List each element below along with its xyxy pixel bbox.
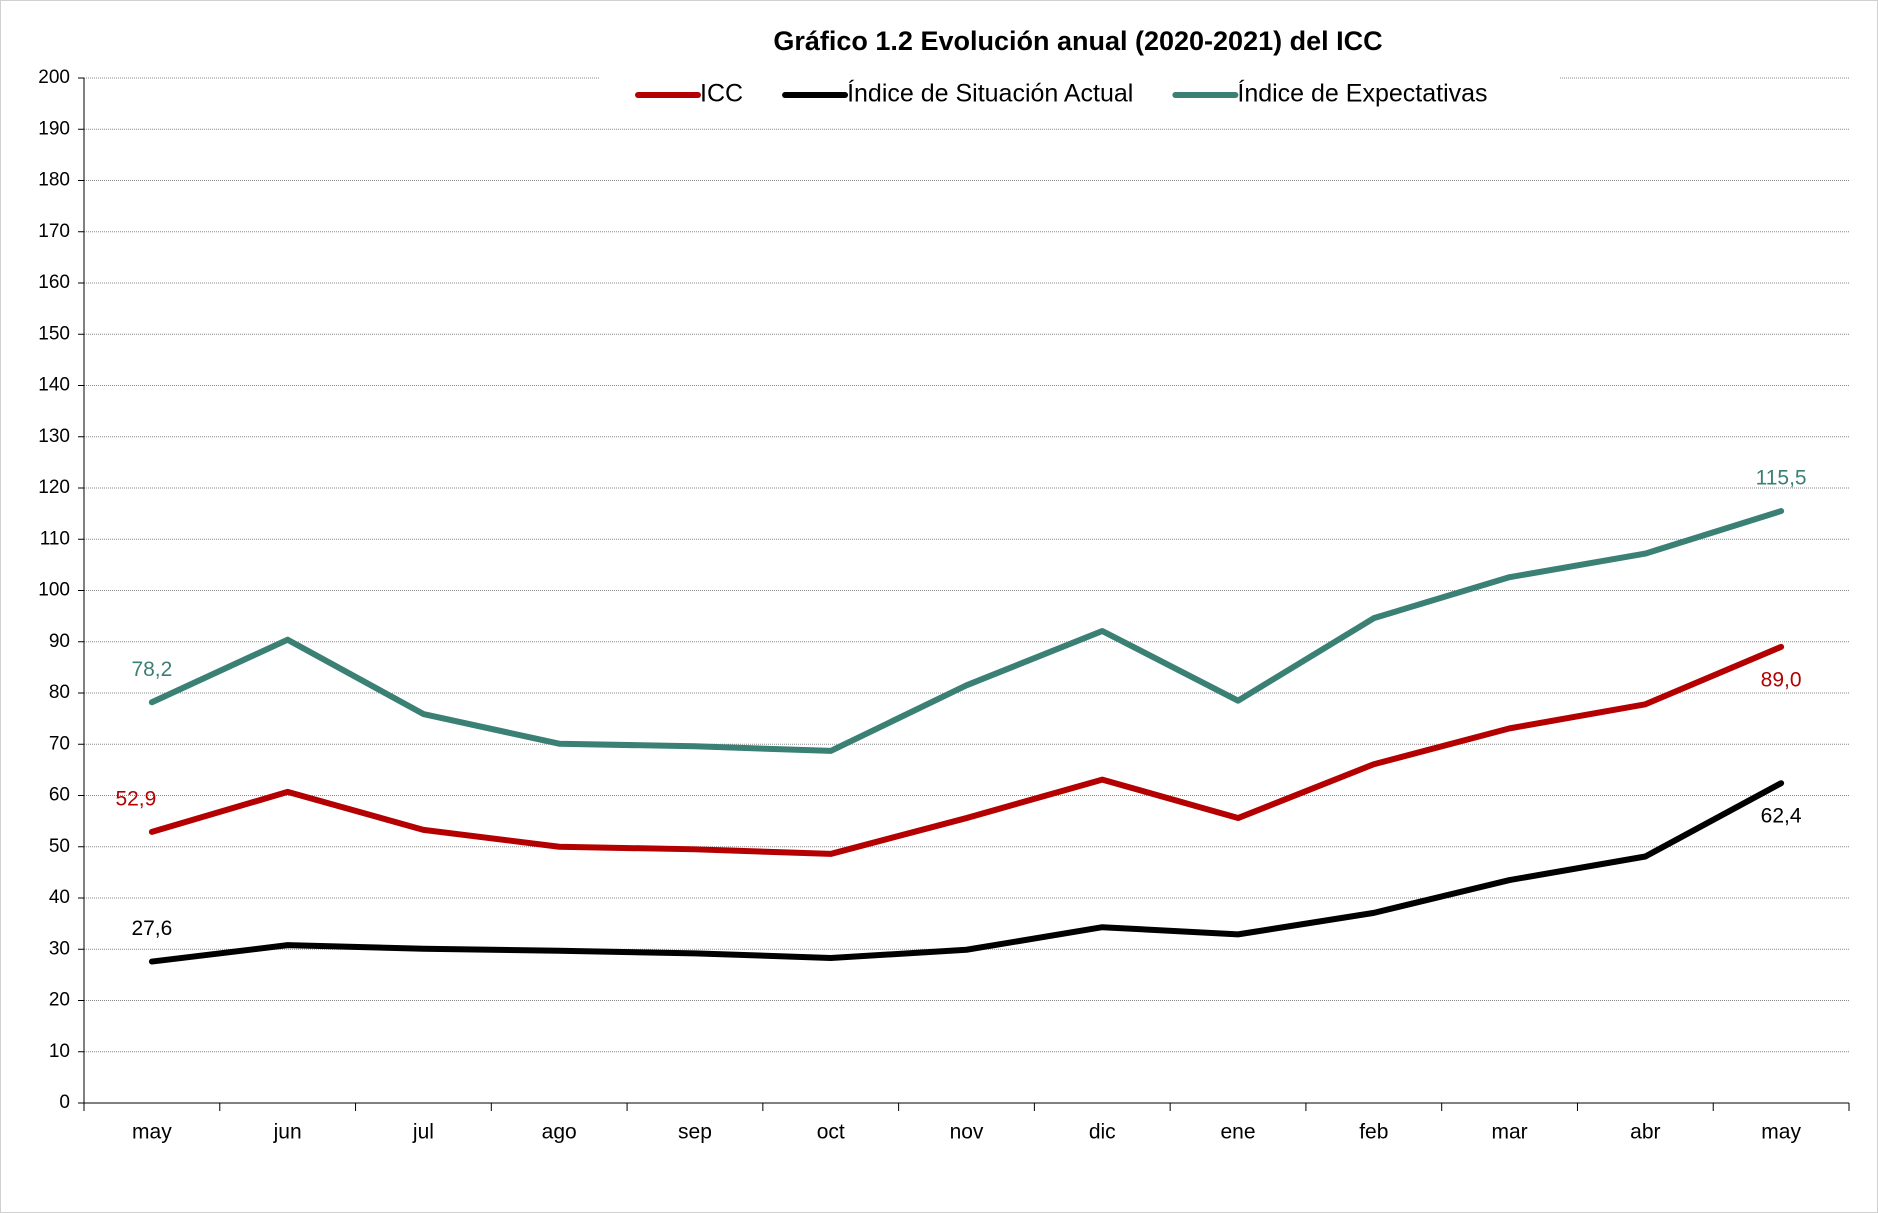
y-tick-label: 120 — [38, 477, 70, 498]
series-line — [148, 643, 1785, 857]
y-tick-label: 80 — [49, 682, 70, 703]
x-tick-label: jul — [412, 1121, 434, 1144]
y-tick-label: 130 — [38, 426, 70, 447]
x-tick-label: jun — [273, 1121, 302, 1144]
x-tick-label: mar — [1491, 1121, 1527, 1144]
data-label: 115,5 — [1756, 467, 1807, 490]
legend-label: ICC — [700, 80, 743, 108]
legend-label: Índice de Situación Actual — [847, 79, 1133, 108]
legend-background — [600, 73, 1560, 117]
y-tick-label: 60 — [49, 785, 70, 806]
y-tick-label: 50 — [49, 836, 70, 857]
y-tick-label: 70 — [49, 733, 70, 754]
y-tick-label: 180 — [38, 170, 70, 191]
x-tick-label: dic — [1089, 1121, 1116, 1144]
y-tick-label: 190 — [38, 118, 70, 139]
y-tick-label: 160 — [38, 272, 70, 293]
chart-title: Gráfico 1.2 Evolución anual (2020-2021) … — [773, 26, 1382, 56]
data-label: 27,6 — [131, 917, 172, 940]
y-tick-label: 20 — [49, 990, 70, 1011]
y-tick-label: 110 — [40, 528, 70, 549]
x-tick-label: ago — [542, 1121, 577, 1144]
data-label: 52,9 — [115, 787, 156, 810]
data-label: 78,2 — [131, 658, 172, 681]
y-tick-label: 200 — [38, 67, 70, 88]
y-tick-label: 10 — [49, 1041, 70, 1062]
series-line — [148, 508, 1785, 754]
y-tick-label: 30 — [49, 938, 70, 959]
x-tick-label: feb — [1359, 1121, 1388, 1144]
series-line — [148, 780, 1785, 965]
y-tick-label: 40 — [49, 887, 70, 908]
data-label: 62,4 — [1761, 805, 1802, 828]
y-tick-label: 170 — [38, 221, 70, 242]
y-tick-label: 90 — [49, 631, 70, 652]
data-label: 89,0 — [1761, 668, 1802, 691]
x-tick-label: sep — [678, 1121, 712, 1144]
x-tick-label: ene — [1221, 1121, 1256, 1144]
x-tick-label: nov — [950, 1121, 984, 1144]
x-tick-label: may — [132, 1121, 172, 1144]
legend-label: Índice de Expectativas — [1237, 79, 1487, 108]
y-tick-label: 150 — [38, 323, 70, 344]
x-tick-label: may — [1761, 1121, 1801, 1144]
y-tick-label: 140 — [38, 375, 70, 396]
y-tick-label: 100 — [38, 580, 70, 601]
x-tick-label: abr — [1630, 1121, 1660, 1144]
y-tick-label: 0 — [59, 1092, 70, 1113]
x-tick-label: oct — [817, 1121, 845, 1144]
